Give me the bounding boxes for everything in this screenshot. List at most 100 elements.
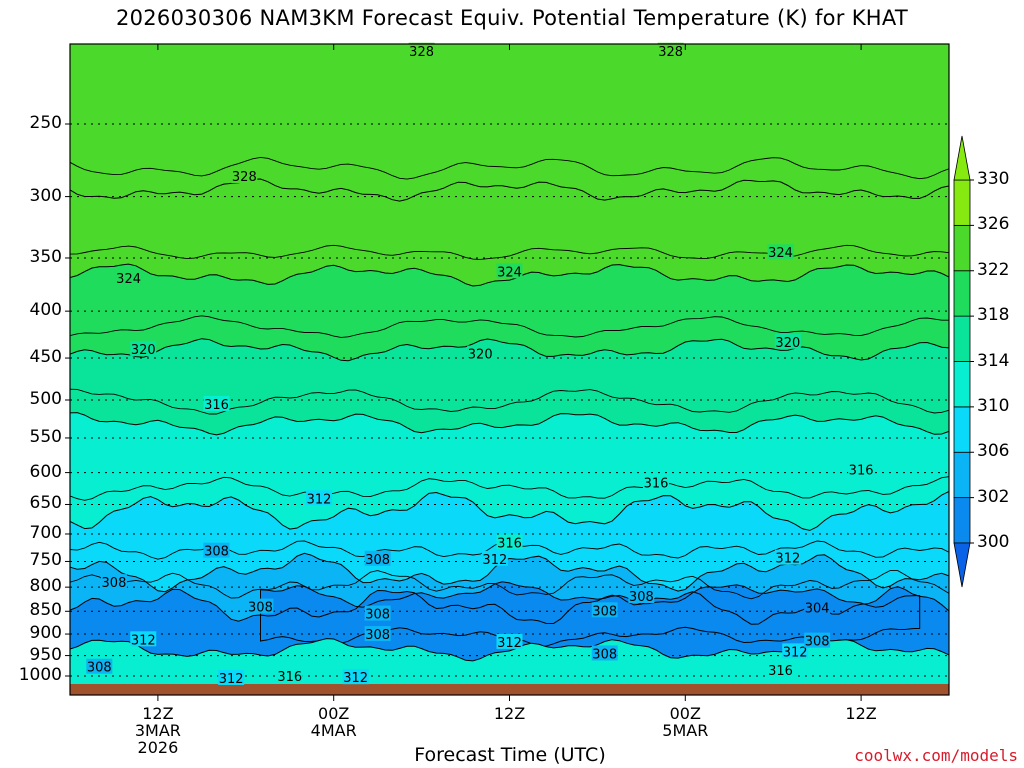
contour-label: 308 [86,658,113,676]
contour-label: 320 [774,333,801,351]
contour-label: 328 [231,168,258,185]
ytick-label: 400 [29,300,62,321]
contour-label: 312 [774,549,801,567]
xtick-label-line: 2026 [137,738,179,757]
contour-label-bg [467,345,494,361]
contour-label: 328 [408,42,435,60]
contour-label-text: 312 [219,672,244,687]
colorbar-segment [953,224,971,272]
contour-mid-320 [70,315,949,338]
x-tick-marks [157,44,862,701]
contour-label: 308 [100,574,127,591]
contour-320 [70,338,949,362]
ytick-label: 550 [29,426,62,447]
contour-label: 316 [848,461,875,478]
contour-label: 328 [657,42,684,60]
contour-label: 316 [643,474,669,491]
contour-mid-312 [70,476,949,501]
colorbar-segment [953,451,971,499]
contour-label: 316 [276,668,303,685]
contour-label: 316 [767,661,794,679]
contour-label-bg [657,42,684,58]
contour-label-bg [218,669,245,685]
contour-label-text: 320 [775,336,800,351]
contour-label-bg [848,461,875,477]
contour-label-bg [804,599,831,615]
contour-label: 308 [364,550,391,568]
ytick-label: 950 [29,644,62,665]
contour-label-bg [364,605,391,621]
credit-link[interactable]: coolwx.com/models [854,746,1018,765]
colorbar-extend-top [953,135,971,181]
ytick-label: 1000 [18,665,62,685]
contour-label-text: 312 [482,553,507,568]
contour-label-bg [342,669,369,685]
ytick-label: 600 [29,461,62,482]
colorbar-tick-label: 318 [977,305,1010,326]
contour-label-bg [115,269,142,285]
contour-324 [70,263,949,287]
contour-label: 324 [115,269,142,287]
contour-308 [70,552,949,593]
contour-label: 308 [804,632,831,650]
contour-328 [70,178,949,202]
ytick-label: 350 [29,246,62,267]
colorbar-tick-label: 326 [977,214,1010,235]
contour-label-text: 312 [343,671,368,686]
xtick-label-line: 12Z [142,704,174,723]
colorbar-tick-label: 322 [977,259,1010,280]
colorbar-tick-label: 330 [977,169,1010,189]
xtick-label-line: 4MAR [310,721,357,740]
contour-label-text: 328 [658,45,683,60]
contour-label-bg [804,632,831,648]
contour-label-bg [591,645,618,661]
contour-label: 312 [306,490,333,507]
contour-label-bg [496,534,523,550]
chart-title: 2026030306 NAM3KM Forecast Equiv. Potent… [115,6,909,30]
contour-label: 324 [767,244,794,261]
contour-label-text: 316 [204,398,229,413]
contour-label-text: 304 [805,602,830,617]
contour-mid-328 [70,156,949,180]
contour-label: 320 [130,341,157,358]
colorbar-tick-label: 314 [977,350,1010,371]
contour-label-text: 308 [204,545,229,560]
contour-label-text: 312 [783,645,808,660]
contour-label-bg [100,574,127,590]
contour-label-text: 308 [592,647,617,662]
contour-label: 312 [782,643,809,660]
x-axis-title: Forecast Time (UTC) [414,744,606,766]
ytick-label: 900 [29,623,62,644]
colorbar [953,135,974,588]
contour-label-text: 312 [131,633,156,648]
colorbar-tick-label: 306 [977,441,1010,462]
xtick-label: 12Z 3MAR 2026 [118,705,198,756]
contour-label-bg [306,490,333,506]
contour-label-text: 320 [468,348,493,363]
ytick-label: 450 [29,347,62,368]
contour-label-bg [203,542,230,558]
ytick-label: 250 [29,113,62,133]
colorbar-tick-label: 310 [977,395,1010,416]
contour-label-text: 312 [307,492,332,507]
contour-label-bg [591,602,618,618]
contour-label-text: 328 [232,170,257,185]
contour-label: 316 [203,395,230,413]
contour-label-bg [247,598,274,614]
contour-label-text: 316 [277,670,302,685]
contour-label: 308 [247,598,274,616]
contour-mid-304 [70,569,949,600]
colorbar-segment [953,406,971,453]
contour-label: 308 [203,542,230,560]
contour-304 [70,586,949,625]
contour-label-bg [496,633,523,649]
contour-label-text: 308 [248,601,273,616]
contour-label-bg [496,263,523,279]
contour-label: 312 [342,669,369,686]
contour-label-text: 316 [849,463,874,478]
xtick-label: 12Z [470,705,550,722]
contour-label-text: 312 [497,636,522,651]
xtick-label: 00Z 4MAR [294,705,374,739]
contour-label-bg [130,341,157,357]
